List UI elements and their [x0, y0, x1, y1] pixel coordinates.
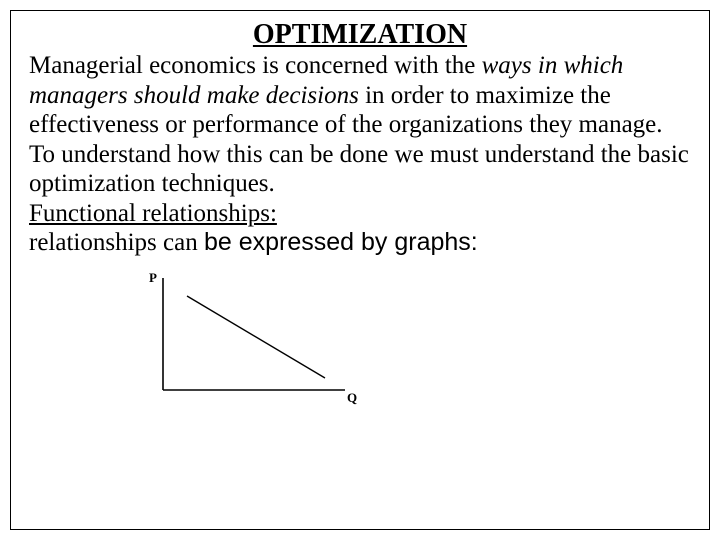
demand-chart: P Q [129, 272, 359, 412]
slide-frame: OPTIMIZATION Managerial economics is con… [10, 10, 710, 530]
subheading-text: Functional relationships: [29, 200, 277, 227]
relationships-line: relationships can be expressed by graphs… [29, 228, 691, 258]
rel-part-b: be expressed by graphs: [204, 228, 478, 256]
subheading: Functional relationships: [29, 199, 691, 229]
rel-part-a: relationships can [29, 229, 204, 256]
slide-title: OPTIMIZATION [29, 19, 691, 51]
demand-line [187, 296, 325, 378]
para-lead: Managerial economics is concerned with t… [29, 52, 482, 79]
y-axis-label: P [149, 272, 157, 285]
main-paragraph: Managerial economics is concerned with t… [29, 51, 691, 199]
x-axis-label: Q [347, 390, 357, 405]
chart-svg: P Q [129, 272, 359, 412]
